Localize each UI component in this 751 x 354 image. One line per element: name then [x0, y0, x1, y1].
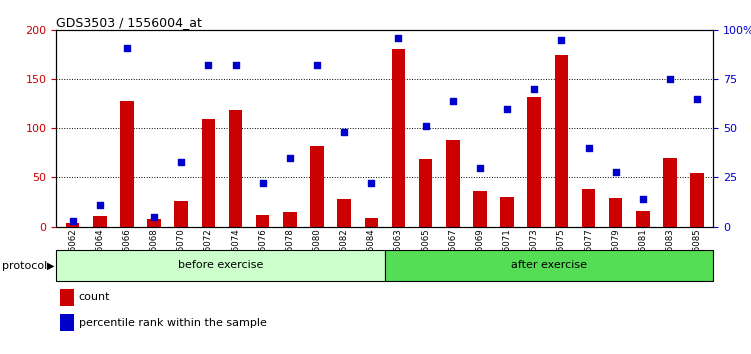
Bar — [66, 223, 80, 227]
Text: before exercise: before exercise — [178, 261, 264, 270]
Bar — [473, 191, 487, 227]
Text: percentile rank within the sample: percentile rank within the sample — [79, 318, 267, 328]
Point — [284, 155, 296, 161]
Point — [474, 165, 486, 171]
Text: ▶: ▶ — [47, 261, 54, 271]
Bar — [120, 101, 134, 227]
Bar — [283, 212, 297, 227]
Bar — [256, 215, 270, 227]
Bar — [500, 197, 514, 227]
Point — [67, 218, 79, 223]
Bar — [392, 49, 406, 227]
Point — [94, 202, 106, 208]
Point — [447, 98, 459, 104]
Text: protocol: protocol — [2, 261, 47, 271]
Bar — [56, 250, 385, 281]
Point — [583, 145, 595, 151]
Bar — [636, 211, 650, 227]
Point — [420, 124, 432, 129]
Point — [121, 45, 133, 51]
Point — [610, 169, 622, 175]
Point — [311, 63, 323, 68]
Bar — [663, 158, 677, 227]
Bar — [609, 198, 623, 227]
Bar — [93, 216, 107, 227]
Bar — [419, 159, 433, 227]
Bar — [385, 250, 713, 281]
Bar — [229, 110, 243, 227]
Point — [637, 196, 649, 202]
Bar — [364, 218, 378, 227]
Point — [556, 37, 568, 43]
Point — [175, 159, 187, 165]
Bar — [174, 201, 188, 227]
Point — [230, 63, 242, 68]
Bar — [337, 199, 351, 227]
Text: after exercise: after exercise — [511, 261, 587, 270]
Bar — [310, 146, 324, 227]
Bar — [147, 219, 161, 227]
Bar — [554, 55, 569, 227]
Point — [501, 106, 513, 112]
Point — [338, 130, 350, 135]
Point — [257, 181, 269, 186]
Point — [664, 76, 676, 82]
Text: GDS3503 / 1556004_at: GDS3503 / 1556004_at — [56, 16, 202, 29]
Point — [365, 181, 377, 186]
Point — [528, 86, 540, 92]
Point — [148, 214, 160, 219]
Bar — [527, 97, 541, 227]
Point — [691, 96, 703, 102]
Bar — [582, 189, 596, 227]
Text: count: count — [79, 292, 110, 302]
Point — [393, 35, 405, 41]
Bar — [690, 172, 704, 227]
Point — [202, 63, 214, 68]
Bar — [201, 119, 216, 227]
Bar — [446, 140, 460, 227]
